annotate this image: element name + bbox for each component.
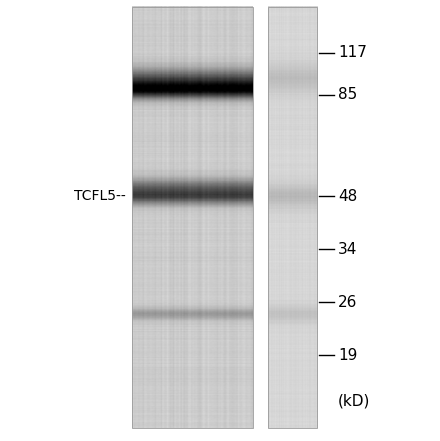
Text: 34: 34: [338, 242, 357, 257]
Bar: [268, 7, 317, 428]
Text: 85: 85: [338, 87, 357, 102]
Text: 26: 26: [338, 295, 357, 310]
Bar: [132, 7, 253, 428]
Text: 19: 19: [338, 348, 357, 363]
Text: 117: 117: [338, 45, 367, 60]
Text: (kD): (kD): [338, 394, 370, 409]
Text: TCFL5--: TCFL5--: [73, 189, 125, 203]
Text: 48: 48: [338, 189, 357, 204]
